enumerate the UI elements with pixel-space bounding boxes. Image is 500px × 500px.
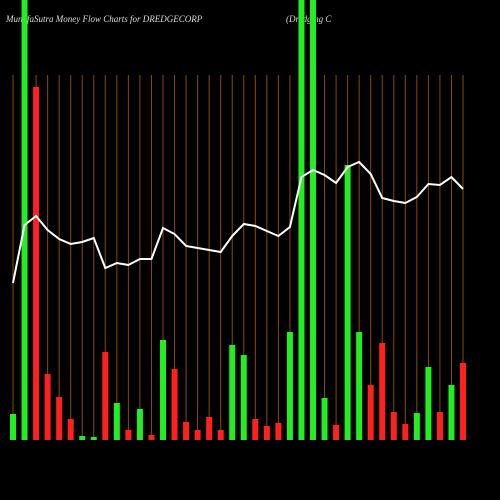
bar (286, 332, 293, 440)
chart-subtitle: (Dredging C (286, 14, 332, 24)
bar (390, 412, 397, 440)
bar (413, 413, 420, 440)
bar (321, 398, 328, 440)
bar (460, 363, 466, 440)
bar (425, 367, 432, 440)
bar (344, 165, 351, 440)
bar (160, 340, 166, 440)
chart-title: MunafaSutra Money Flow Charts for DREDGE… (5, 14, 203, 24)
bar (79, 436, 86, 440)
bar (194, 430, 201, 440)
bar (240, 355, 247, 440)
bar (33, 87, 40, 440)
bar (21, 0, 28, 440)
bar (356, 332, 363, 440)
bar (56, 397, 63, 440)
bar (333, 425, 340, 440)
bar (252, 419, 259, 440)
price-line (12, 160, 464, 284)
bar (102, 352, 109, 440)
bar (67, 419, 74, 440)
bar (217, 430, 224, 440)
bar (379, 343, 386, 440)
bar (367, 385, 374, 440)
bar (90, 437, 97, 440)
bar (171, 369, 178, 440)
bar (310, 0, 316, 440)
bar (125, 430, 132, 440)
bar (298, 0, 305, 440)
bar (206, 417, 213, 440)
bar (229, 345, 236, 440)
bar (44, 374, 51, 440)
bar (136, 409, 143, 440)
bar (263, 426, 270, 440)
bar (448, 385, 455, 440)
bar (183, 422, 190, 440)
bar (148, 435, 155, 440)
bar (113, 403, 120, 440)
bar (402, 424, 409, 440)
bar (10, 414, 16, 440)
bar (436, 412, 443, 440)
bar (275, 423, 282, 440)
